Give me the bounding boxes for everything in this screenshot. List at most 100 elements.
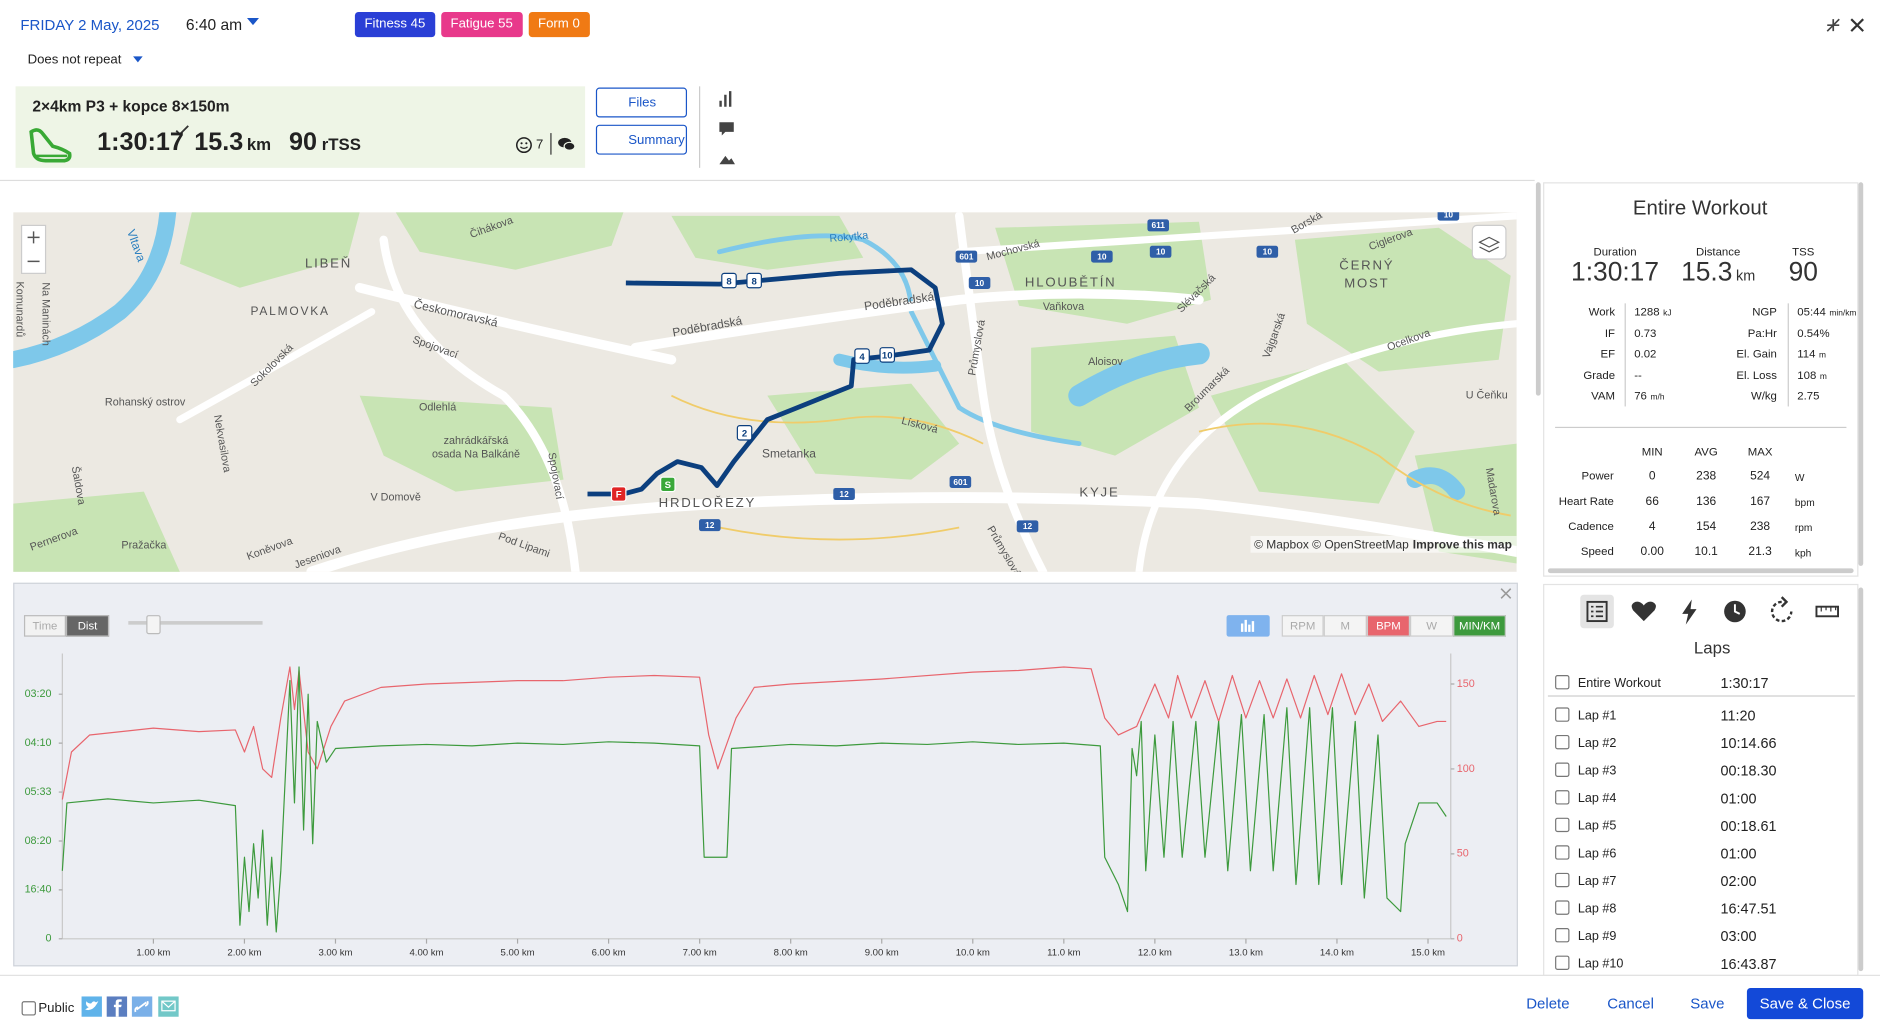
zoom-slider-track[interactable]	[128, 621, 263, 625]
lap-name[interactable]: Lap #6	[1577, 846, 1617, 861]
improve-map[interactable]: Improve this map	[1413, 538, 1512, 552]
range-value: 238	[1696, 470, 1717, 484]
lap-checkbox[interactable]	[1555, 790, 1570, 805]
range-label: Heart Rate	[1558, 495, 1614, 509]
scrollbar[interactable]	[1858, 182, 1864, 566]
map-label: HRDLOŘEZY	[659, 495, 756, 510]
lap-name[interactable]: Lap #4	[1577, 791, 1617, 806]
metric-value: 05:44 min/km	[1797, 307, 1856, 318]
map-label: KYJE	[1079, 484, 1119, 499]
metric-unit: m	[1819, 351, 1827, 360]
x-tick-label: 15.0 km	[1411, 948, 1445, 959]
lap-name[interactable]: Lap #9	[1577, 929, 1617, 944]
button[interactable]: Files	[595, 87, 688, 118]
x-tick-label: 2.00 km	[227, 948, 261, 959]
lap-name[interactable]: Lap #7	[1577, 874, 1617, 889]
route-marker-label: F	[616, 490, 622, 501]
footer-action[interactable]: Cancel	[1607, 995, 1654, 1012]
lap-checkbox[interactable]	[1555, 900, 1570, 915]
lap-name[interactable]: Lap #1	[1577, 708, 1617, 723]
lap-checkbox[interactable]	[1555, 872, 1570, 888]
road-shield-label: 12	[1023, 521, 1033, 531]
metric-label: El. Gain	[1736, 347, 1777, 362]
road-shield-label: 601	[953, 477, 967, 487]
bar-icon	[1240, 619, 1255, 632]
chart-close[interactable]	[1500, 588, 1512, 600]
time-caret[interactable]	[246, 17, 260, 27]
lap-checkbox[interactable]	[1555, 762, 1570, 777]
road-shield	[699, 519, 721, 532]
lap-name[interactable]: Lap #8	[1577, 901, 1617, 917]
road-shield	[968, 276, 991, 289]
metric-toggle[interactable]: MIN/KM	[1453, 615, 1506, 637]
x-mode-toggle[interactable]: Dist	[65, 615, 110, 637]
metric-unit: kJ	[1663, 309, 1672, 318]
x-tick-label: 14.0 km	[1320, 948, 1354, 959]
footer-action[interactable]: Save	[1690, 995, 1725, 1012]
zoom-slider-handle[interactable]	[146, 615, 161, 635]
lap-checkbox[interactable]	[1555, 707, 1570, 722]
range-value: 0	[1648, 470, 1656, 484]
lap-checkbox[interactable]	[1555, 734, 1570, 750]
minimize-icon[interactable]	[1825, 17, 1842, 34]
laps-rule	[1547, 695, 1855, 697]
route-marker	[610, 486, 627, 502]
button[interactable]: Summary	[595, 124, 688, 155]
scrollbar[interactable]	[1535, 182, 1541, 396]
side-icons[interactable]	[717, 90, 736, 169]
metric-toggle[interactable]: RPM	[1281, 615, 1324, 637]
map-label: LIBEŇ	[305, 255, 352, 270]
metric-toggle[interactable]: BPM	[1366, 615, 1411, 637]
lap-name[interactable]: Lap #3	[1577, 763, 1617, 779]
lap-tabs[interactable]	[1580, 595, 1844, 629]
lap-name[interactable]: Entire Workout	[1577, 676, 1661, 691]
y2-tick-label: 50	[1457, 848, 1469, 860]
date[interactable]: FRIDAY 2 May, 2025	[20, 16, 160, 34]
repeat-caret[interactable]	[132, 55, 144, 63]
road-shield-label: 10	[1263, 247, 1273, 257]
save-close-button[interactable]: Save & Close	[1746, 987, 1864, 1020]
route-marker-label: 4	[859, 352, 865, 363]
lap-name[interactable]: Lap #10	[1577, 956, 1624, 972]
public-checkbox[interactable]	[21, 1001, 36, 1016]
metric-toggle[interactable]: W	[1410, 615, 1454, 637]
headline-number: 1:30:17	[1571, 256, 1660, 287]
road-shield	[1147, 219, 1170, 232]
lap-checkbox[interactable]	[1555, 845, 1570, 860]
header-rule	[0, 179, 1535, 182]
metric-toggle-label: RPM	[1290, 619, 1316, 634]
tss-unit: rTSS	[321, 134, 361, 154]
lap-checkbox[interactable]	[1555, 928, 1570, 943]
headline-label: TSS	[1792, 245, 1815, 259]
close-icon[interactable]	[1849, 17, 1866, 34]
route-marker	[746, 272, 762, 289]
public-label: Public	[38, 1001, 75, 1016]
button-label: Files	[628, 95, 657, 111]
metric-unit: min/km	[1829, 309, 1857, 318]
route-marker-label: 8	[751, 276, 757, 287]
scrollbar[interactable]	[1547, 568, 1854, 574]
lap-name[interactable]: Lap #5	[1577, 818, 1617, 834]
range-unit: rpm	[1794, 521, 1813, 534]
share-icons[interactable]	[81, 996, 183, 1018]
map-label: PALMOVKA	[250, 304, 329, 318]
comments-icon[interactable]	[558, 137, 576, 153]
range-label: Power	[1581, 470, 1614, 484]
footer-action[interactable]: Delete	[1526, 995, 1570, 1012]
road-shield-label: 10	[1097, 251, 1107, 261]
lap-checkbox[interactable]	[1555, 817, 1570, 833]
scrollbar[interactable]	[1858, 587, 1864, 972]
range-unit: W	[1794, 471, 1805, 484]
repeat[interactable]: Does not repeat	[27, 52, 122, 68]
metric-value: 76 m/h	[1634, 391, 1664, 402]
map-label: Rokytka	[829, 230, 869, 245]
metric-value: 0.54%	[1797, 328, 1829, 339]
lap-name[interactable]: Lap #2	[1577, 736, 1617, 751]
metric-toggle[interactable]: M	[1323, 615, 1367, 637]
start-time[interactable]: 6:40 am	[185, 15, 243, 34]
map[interactable]: LIBEŇ PALMOVKA HLOUBĚTÍN ČERNÝ MOST HRDLOŘEZY…	[13, 212, 1517, 572]
x-mode-toggle[interactable]: Time	[23, 615, 66, 637]
road-shield-label: 12	[705, 520, 715, 530]
lap-checkbox[interactable]	[1555, 955, 1570, 970]
lap-checkbox[interactable]	[1555, 675, 1570, 690]
